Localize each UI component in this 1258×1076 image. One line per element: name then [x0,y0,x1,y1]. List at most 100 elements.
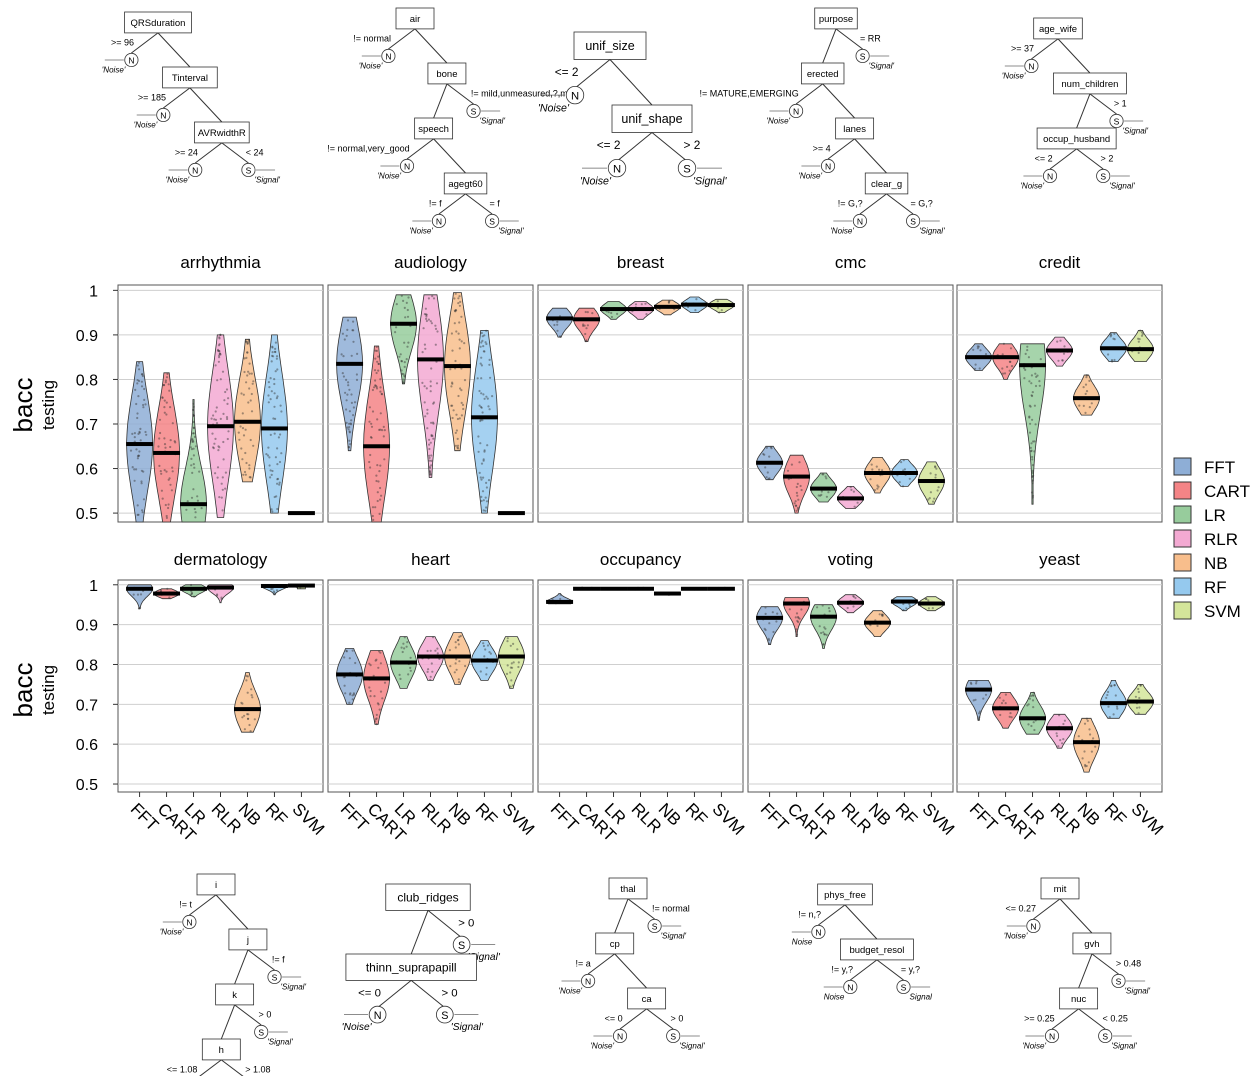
y-tick-label: 0.9 [76,618,98,635]
data-point-RF [903,468,907,471]
tree-condition: > 0.48 [1116,959,1141,969]
data-point-FFT [142,403,145,407]
tree-leaf-letter: S [910,216,916,226]
data-point-CART [999,713,1002,717]
data-point-NB [450,404,453,407]
data-point-FFT [974,698,977,701]
data-point-LR [409,656,412,659]
data-point-RF [269,469,272,472]
data-point-FFT [136,379,139,382]
mean-bar-RLR [417,357,444,362]
data-point-LR [398,673,401,677]
panel-title: audiology [394,253,467,272]
data-point-CART [163,469,166,472]
data-point-FFT [345,649,348,652]
data-point-RLR [210,417,213,420]
tree-breast: unif_size<= 2N'Noise'unif_shape<= 2N'Noi… [538,31,728,187]
data-point-SVM [511,642,515,646]
data-point-CART [790,463,794,466]
data-point-SVM [509,666,512,669]
data-point-SVM [1137,712,1140,715]
data-point-FFT [136,364,139,367]
tree-heart: club_ridges> 0S'Signal'thinn_suprapapill… [342,883,501,1033]
legend-swatch-SVM [1173,601,1192,620]
data-point-CART [380,494,383,497]
data-point-CART [374,384,377,387]
panel-frame [956,284,1163,523]
data-point-RF [273,495,276,499]
data-point-RF [1108,716,1111,719]
tree-branch [1059,898,1093,934]
data-point-CART [375,349,378,352]
data-point-RF [278,481,281,484]
data-point-FFT [342,355,345,358]
data-point-LR [1031,455,1034,459]
data-point-FFT [978,367,981,370]
data-point-SVM [1140,331,1144,334]
tree-leaf-letter: S [1102,1031,1108,1041]
data-point-LR [1023,377,1026,380]
tree-leaf-label: 'Signal' [451,1022,484,1033]
data-point-LR [407,673,410,676]
panel-frame [537,284,744,523]
data-point-CART [377,369,380,372]
tree-condition: != G,? [838,199,863,209]
mean-bar-RLR [1046,726,1073,731]
data-point-LR [1023,367,1026,370]
data-point-FFT [352,693,356,696]
data-point-RF [278,483,281,486]
data-point-NB [248,464,251,467]
data-point-RF [1113,684,1116,687]
tree-node-box [385,883,471,911]
data-point-CART [165,516,168,520]
data-point-RLR [432,422,435,425]
data-point-LR [1032,474,1035,477]
data-point-LR [196,495,199,498]
data-point-FFT [133,432,136,435]
mean-bar-RF [890,599,918,604]
panel-frame [117,579,324,793]
x-tick-label: RLR [1047,799,1084,836]
data-point-LR [398,355,401,358]
data-point-NB [246,374,249,377]
data-point-FFT [767,639,771,642]
data-point-CART [370,425,374,428]
tree-leaf-letter: N [857,216,863,226]
data-point-RLR [220,482,223,485]
data-point-FFT [976,347,980,350]
data-point-CART [165,470,168,473]
data-point-CART [382,425,385,428]
tree-node-label: lanes [843,124,866,135]
data-point-CART [382,435,385,438]
data-point-RF [268,456,271,459]
data-point-FFT [140,373,144,376]
data-point-CART [163,443,167,446]
x-tick-label: RF [682,799,711,828]
data-point-RF [278,460,282,464]
data-point-FFT [978,716,981,719]
data-point-RF [1112,713,1115,716]
panel-audiology: audiology [327,253,534,523]
data-point-FFT [142,406,145,409]
data-point-NB [461,403,465,406]
data-point-NB [245,461,248,465]
data-point-RLR [226,417,229,421]
panel-title: dermatology [174,550,268,569]
data-point-SVM [1139,684,1142,687]
data-point-RF [267,401,270,404]
data-point-NB [245,340,248,343]
data-point-NB [875,465,878,468]
data-point-LR [190,583,193,587]
data-point-RF [480,331,483,335]
data-point-NB [237,431,240,434]
x-tick-label: FFT [547,799,582,834]
tree-branch [388,28,416,50]
data-point-NB [455,658,458,661]
tree-condition: <= 0 [358,987,381,999]
data-point-NB [1084,763,1087,767]
violin-CART [783,597,810,637]
data-point-CART [1009,360,1012,363]
data-point-RLR [218,352,221,355]
data-point-LR [192,447,195,450]
tree-branch [859,193,887,215]
